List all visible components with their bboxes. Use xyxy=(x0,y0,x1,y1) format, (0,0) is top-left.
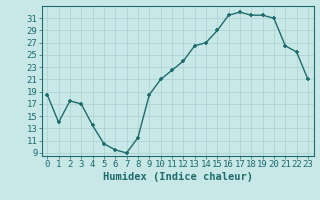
X-axis label: Humidex (Indice chaleur): Humidex (Indice chaleur) xyxy=(103,172,252,182)
